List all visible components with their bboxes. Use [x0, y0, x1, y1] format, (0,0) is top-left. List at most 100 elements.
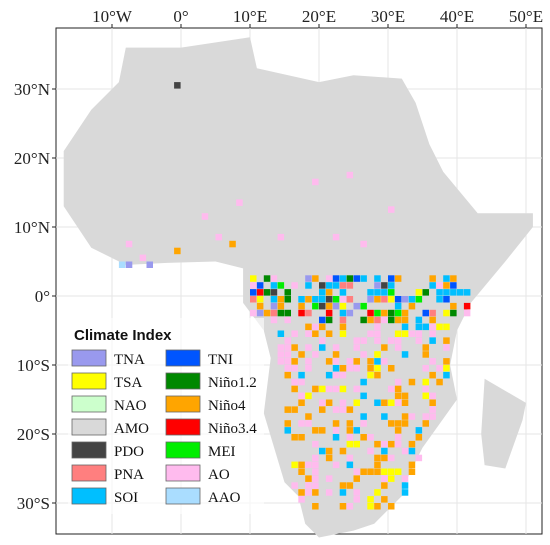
- index-cell: [346, 454, 354, 462]
- index-cell: [312, 503, 319, 510]
- index-cell: [325, 454, 333, 462]
- index-cell: [388, 309, 395, 317]
- index-cell: [422, 413, 429, 420]
- index-cell: [305, 309, 312, 317]
- index-cell: [429, 392, 436, 400]
- index-cell: [429, 371, 436, 379]
- index-cell: [339, 323, 347, 331]
- index-cell: [353, 475, 360, 482]
- index-cell: [401, 475, 409, 482]
- index-cell: [250, 289, 257, 296]
- index-cell: [312, 468, 319, 475]
- madagascar: [481, 378, 526, 469]
- index-cell: [443, 371, 450, 379]
- index-cell: [319, 323, 326, 331]
- index-cell: [374, 309, 381, 317]
- index-cell: [284, 316, 291, 324]
- index-cell: [332, 358, 340, 365]
- index-cell: [388, 365, 395, 372]
- index-cell: [374, 461, 381, 469]
- index-cell: [367, 309, 374, 317]
- index-cell: [381, 454, 388, 462]
- index-cell: [291, 385, 298, 393]
- index-cell: [284, 420, 291, 427]
- lon-tick-label: 10°E: [233, 7, 267, 26]
- index-cell: [319, 282, 326, 289]
- index-cell: [298, 489, 305, 496]
- index-cell: [415, 427, 423, 434]
- index-cell: [284, 365, 291, 372]
- index-cell: [353, 275, 360, 282]
- lat-tick-label: 20°N: [14, 149, 50, 168]
- index-cell: [429, 323, 436, 331]
- index-cell: [388, 289, 395, 296]
- index-cell: [325, 309, 333, 317]
- index-cell: [367, 447, 374, 455]
- index-cell: [339, 503, 347, 510]
- index-cell: [436, 289, 443, 296]
- index-cell: [305, 282, 312, 289]
- index-cell: [374, 337, 381, 344]
- index-cell: [415, 434, 423, 441]
- index-cell: [429, 316, 436, 324]
- index-cell: [256, 282, 264, 289]
- index-cell: [284, 337, 291, 344]
- index-cell: [367, 503, 374, 510]
- index-cell: [215, 233, 222, 241]
- index-cell: [381, 358, 388, 365]
- index-cell: [291, 461, 298, 469]
- index-cell: [298, 296, 305, 303]
- index-cell: [381, 475, 388, 482]
- index-cell: [325, 475, 333, 482]
- index-cell: [394, 316, 402, 324]
- index-cell: [270, 282, 278, 289]
- index-cell: [339, 316, 347, 324]
- legend-swatch: [71, 418, 107, 436]
- index-cell: [325, 302, 333, 310]
- index-cell: [325, 289, 333, 296]
- index-cell: [312, 178, 319, 186]
- legend-label: TNI: [208, 352, 233, 368]
- index-cell: [256, 309, 264, 317]
- index-cell: [401, 351, 409, 358]
- index-cell: [401, 399, 409, 406]
- index-cell: [339, 371, 347, 379]
- index-cell: [305, 413, 312, 420]
- index-cell: [339, 482, 347, 489]
- index-cell: [401, 316, 409, 324]
- index-cell: [284, 427, 291, 434]
- index-cell: [263, 309, 271, 317]
- index-cell: [353, 365, 360, 372]
- index-cell: [325, 447, 333, 455]
- index-cell: [146, 261, 153, 268]
- index-cell: [298, 392, 305, 400]
- index-cell: [374, 358, 381, 365]
- index-cell: [394, 302, 402, 310]
- index-cell: [367, 371, 374, 379]
- legend-swatch: [165, 418, 201, 436]
- index-cell: [346, 309, 354, 317]
- index-cell: [339, 296, 347, 303]
- index-cell: [394, 392, 402, 400]
- index-cell: [284, 371, 291, 379]
- index-cell: [319, 337, 326, 344]
- index-cell: [270, 302, 278, 310]
- index-cell: [388, 282, 395, 289]
- index-cell: [339, 302, 347, 310]
- index-cell: [394, 378, 402, 386]
- index-cell: [429, 282, 436, 289]
- lat-tick-label: 30°S: [17, 494, 50, 513]
- index-cell: [305, 365, 312, 372]
- index-cell: [325, 489, 333, 496]
- lon-tick-label: 0°: [173, 7, 188, 26]
- index-cell: [339, 275, 347, 282]
- index-cell: [332, 351, 340, 358]
- index-cell: [353, 302, 360, 310]
- index-cell: [277, 282, 285, 289]
- index-cell: [443, 282, 450, 289]
- index-cell: [367, 468, 374, 475]
- index-cell: [277, 358, 285, 365]
- index-cell: [381, 468, 388, 475]
- index-cell: [332, 371, 340, 379]
- index-cell: [450, 275, 457, 282]
